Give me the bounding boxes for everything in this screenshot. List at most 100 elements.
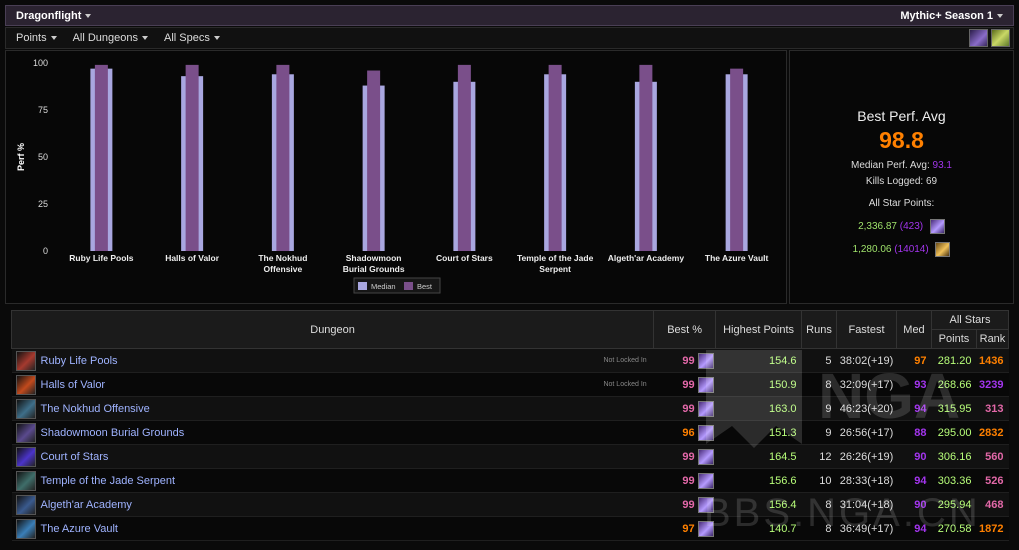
- bar-best: [367, 70, 381, 251]
- kills-logged-line: Kills Logged: 69: [790, 176, 1013, 187]
- allstar-points-cell: 295.94: [931, 492, 977, 517]
- filter-bar: Points All Dungeons All Specs: [5, 27, 1014, 49]
- spec-icon: [697, 400, 714, 417]
- best-pct-value: 97: [682, 522, 695, 535]
- y-tick-label: 0: [43, 246, 48, 256]
- highest-points-cell: 156.4: [715, 492, 802, 517]
- key-icon[interactable]: [991, 29, 1010, 47]
- season-dropdown[interactable]: Mythic+ Season 1: [900, 10, 1003, 22]
- dungeon-cell: Ruby Life Pools Not Locked In: [11, 348, 654, 373]
- allstar-label: All Star Points:: [868, 198, 935, 209]
- dungeon-cell: Shadowmoon Burial Grounds: [11, 420, 654, 445]
- med-cell: 94: [896, 516, 932, 541]
- best-pct-cell: 99: [653, 468, 716, 493]
- y-tick-label: 75: [38, 105, 48, 115]
- chevron-down-icon: [142, 36, 149, 41]
- legend-label-median: Median: [371, 282, 396, 291]
- expansion-dropdown[interactable]: Dragonflight: [16, 9, 92, 22]
- best-perf-value: 98.8: [879, 127, 924, 153]
- table-row[interactable]: Court of Stars 99 164.5 12 26:26(+19) 90 306.1…: [11, 444, 1009, 469]
- dungeon-name-link[interactable]: Temple of the Jade Serpent: [40, 474, 176, 487]
- runs-cell: 12: [801, 444, 837, 469]
- dungeon-name-link[interactable]: Shadowmoon Burial Grounds: [40, 426, 185, 439]
- allstar-points-2: 1,280.06 (14014): [790, 242, 1013, 257]
- med-cell: 94: [896, 396, 932, 421]
- fastest-cell: 31:04(+18): [836, 492, 897, 517]
- allstar-rank-cell: 468: [976, 492, 1009, 517]
- specs-dropdown[interactable]: All Specs: [164, 32, 220, 44]
- table-row[interactable]: Halls of Valor Not Locked In 99 150.9 8 32:09…: [11, 372, 1009, 397]
- median-perf-line: Median Perf. Avg: 93.1: [790, 160, 1013, 171]
- dungeons-dropdown[interactable]: All Dungeons: [73, 32, 149, 44]
- col-all-stars: All Stars: [930, 310, 1010, 330]
- dungeon-name-link[interactable]: Ruby Life Pools: [40, 354, 118, 367]
- metric-label: Points: [16, 32, 47, 44]
- perf-chart-panel: Perf % 0 25 50 75 100 Ruby Life Pools Halls of …: [5, 50, 787, 304]
- allstar-rank-cell: 2832: [976, 420, 1009, 445]
- col-runs[interactable]: Runs: [801, 310, 838, 349]
- fastest-cell: 38:02(+19): [836, 348, 897, 373]
- dungeon-name-link[interactable]: Algeth'ar Academy: [40, 498, 132, 511]
- table-row[interactable]: Temple of the Jade Serpent 99 156.6 10 28:33…: [11, 468, 1009, 493]
- highest-points-cell: 163.0: [715, 396, 802, 421]
- fastest-cell: 46:23(+20): [836, 396, 897, 421]
- perf-bar-chart: Perf % 0 25 50 75 100 Ruby Life Pools Halls of …: [16, 58, 769, 294]
- fastest-cell: 36:49(+17): [836, 516, 897, 541]
- allstar-points-cell: 315.95: [931, 396, 977, 421]
- med-cell: 93: [896, 372, 932, 397]
- col-med[interactable]: Med: [896, 310, 932, 349]
- bar-best: [276, 64, 290, 251]
- bar-best: [730, 68, 744, 251]
- table-row[interactable]: Shadowmoon Burial Grounds 96 151.3 9 26:56(+…: [11, 420, 1009, 445]
- fastest-cell: 32:09(+17): [836, 372, 897, 397]
- allstar-rank-cell: 1872: [976, 516, 1009, 541]
- metric-dropdown[interactable]: Points: [16, 32, 57, 44]
- highest-points-cell: 150.9: [715, 372, 802, 397]
- dungeon-name-link[interactable]: Court of Stars: [40, 450, 109, 463]
- runs-cell: 8: [801, 492, 837, 517]
- y-tick-label: 25: [38, 199, 48, 209]
- expansion-label: Dragonflight: [16, 9, 82, 22]
- med-cell: 90: [896, 444, 932, 469]
- runs-cell: 5: [801, 348, 837, 373]
- dungeon-name-link[interactable]: Halls of Valor: [40, 378, 106, 391]
- x-tick-label: Algeth'ar Academy: [608, 253, 685, 263]
- spec-icon: [697, 352, 714, 369]
- not-locked-label: Not Locked In: [603, 357, 647, 364]
- col-highest-points[interactable]: Highest Points: [715, 310, 803, 349]
- allstar-points-1-value: 2,336.87: [858, 221, 897, 233]
- bar-best: [639, 64, 653, 251]
- spec-icon: [697, 496, 714, 513]
- x-tick-label: Serpent: [539, 264, 571, 274]
- col-rank[interactable]: Rank: [975, 329, 1010, 349]
- allstar-rank-cell: 1436: [976, 348, 1009, 373]
- table-row[interactable]: The Nokhud Offensive 99 163.0 9 46:23(+20) 94…: [11, 396, 1009, 421]
- dungeon-cell: Court of Stars: [11, 444, 654, 469]
- highest-points-cell: 151.3: [715, 420, 802, 445]
- median-perf-label: Median Perf. Avg:: [851, 160, 930, 171]
- table-row[interactable]: The Azure Vault 97 140.7 8 36:49(+17) 94 270.5…: [11, 516, 1009, 541]
- dungeon-name-link[interactable]: The Azure Vault: [40, 522, 118, 535]
- toolbar-icons: [969, 29, 1010, 47]
- best-pct-value: 99: [682, 354, 695, 367]
- runs-cell: 9: [801, 420, 837, 445]
- legend-swatch-median: [358, 282, 367, 290]
- col-fastest[interactable]: Fastest: [836, 310, 897, 349]
- fastest-cell: 26:56(+17): [836, 420, 897, 445]
- best-pct-value: 99: [682, 474, 695, 487]
- chevron-down-icon: [85, 13, 92, 18]
- character-icon[interactable]: [969, 29, 988, 47]
- bar-best: [185, 64, 199, 251]
- col-best[interactable]: Best %: [653, 310, 717, 349]
- best-pct-value: 99: [682, 450, 695, 463]
- col-points[interactable]: Points: [930, 329, 977, 349]
- med-cell: 97: [896, 348, 932, 373]
- med-cell: 88: [896, 420, 932, 445]
- table-row[interactable]: Algeth'ar Academy 99 156.4 8 31:04(+18) 90 295…: [11, 492, 1009, 517]
- col-dungeon[interactable]: Dungeon: [10, 310, 655, 349]
- table-row[interactable]: Ruby Life Pools Not Locked In 99 154.6 5 38:0…: [11, 348, 1009, 373]
- dungeon-name-link[interactable]: The Nokhud Offensive: [40, 402, 150, 415]
- best-pct-cell: 99: [653, 492, 716, 517]
- fastest-cell: 28:33(+18): [836, 468, 897, 493]
- bar-best: [548, 64, 562, 251]
